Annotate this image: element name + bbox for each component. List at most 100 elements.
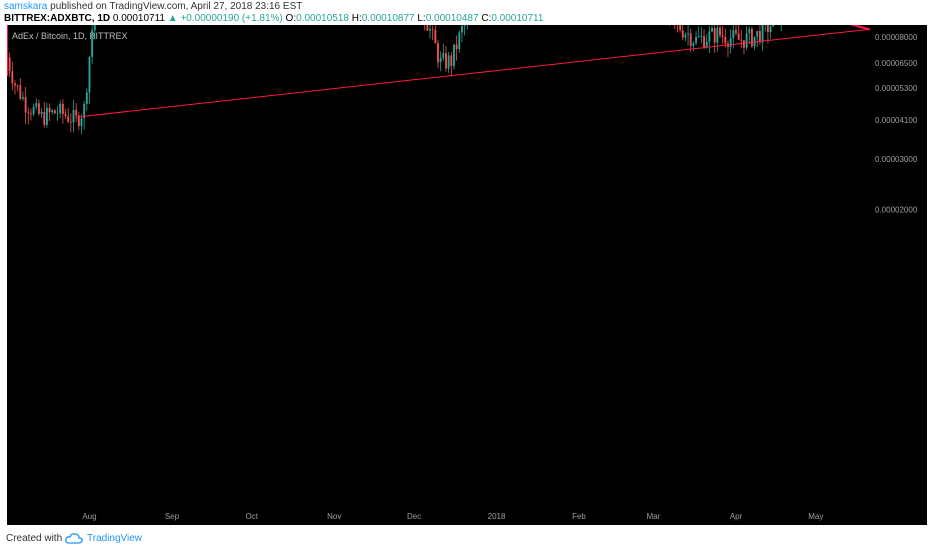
candle-body xyxy=(24,97,27,113)
candle-body xyxy=(22,97,24,99)
candle-body xyxy=(729,38,732,47)
x-tick-label: Nov xyxy=(327,512,341,521)
price-chart[interactable]: 0.000850000.000750000.000650000.00055000… xyxy=(7,25,927,525)
candle-body xyxy=(463,25,466,26)
x-tick-label: Sep xyxy=(165,512,180,521)
candle-body xyxy=(748,29,751,34)
high-value: 0.00010877 xyxy=(361,13,415,24)
candle-body xyxy=(695,36,697,43)
candle-body xyxy=(769,26,772,33)
candle-body xyxy=(758,31,761,43)
y-tick-label: 0.00006500 xyxy=(875,59,918,68)
candle-body xyxy=(766,25,769,33)
candle-body xyxy=(77,115,80,127)
candle-body xyxy=(458,32,461,50)
candle-body xyxy=(703,35,705,48)
close-label: C: xyxy=(481,13,492,24)
candle-body xyxy=(684,34,687,38)
publish-line: samskara published on TradingView.com, A… xyxy=(4,1,302,12)
y-tick-label: 0.00002000 xyxy=(875,206,918,215)
candle-body xyxy=(43,111,46,125)
candle-body xyxy=(16,85,19,87)
candle-body xyxy=(72,109,75,123)
low-label: L: xyxy=(417,13,426,24)
candle-body xyxy=(56,113,59,114)
candle-body xyxy=(83,103,86,119)
publish-info: published on TradingView.com, April 27, … xyxy=(50,1,303,12)
candle-body xyxy=(67,116,70,122)
candle-body xyxy=(40,111,43,114)
chart-title: AdEx / Bitcoin, 1D, BITTREX xyxy=(12,31,128,41)
candle-body xyxy=(735,30,737,34)
candle-body xyxy=(455,44,458,50)
candle-body xyxy=(8,57,11,72)
candle-body xyxy=(687,33,690,35)
candle-body xyxy=(35,103,38,107)
candle-body xyxy=(48,107,51,113)
candle-body xyxy=(442,53,445,58)
candle-body xyxy=(14,83,16,86)
x-tick-label: 2018 xyxy=(488,512,506,521)
tradingview-cloud-icon[interactable] xyxy=(65,532,83,544)
candle-body xyxy=(45,107,48,125)
y-tick-label: 0.00005300 xyxy=(875,84,918,93)
candle-body xyxy=(697,36,700,38)
x-tick-label: Aug xyxy=(82,512,96,521)
trendline-ascending xyxy=(75,28,870,118)
candle-body xyxy=(740,39,743,41)
last-price: 0.00010711 xyxy=(112,13,165,24)
x-tick-label: Apr xyxy=(730,512,743,521)
candle-body xyxy=(439,57,442,63)
candle-body xyxy=(447,55,450,69)
x-tick-label: Mar xyxy=(647,512,661,521)
candle-body xyxy=(426,25,429,31)
candle-body xyxy=(75,109,78,116)
low-value: 0.00010487 xyxy=(425,13,479,24)
candle-body xyxy=(743,40,745,48)
candle-body xyxy=(88,56,91,93)
candle-body xyxy=(37,103,40,114)
candle-body xyxy=(679,25,682,31)
candle-body xyxy=(91,30,94,57)
candle-body xyxy=(713,28,716,43)
candle-body xyxy=(751,29,753,47)
tradingview-brand[interactable]: TradingView xyxy=(87,533,143,544)
candle-body xyxy=(85,92,88,104)
chart-pane[interactable]: 0.000850000.000750000.000650000.00055000… xyxy=(7,25,927,525)
candle-body xyxy=(708,31,711,42)
candle-body xyxy=(437,43,439,63)
candle-body xyxy=(692,42,695,46)
author-link[interactable]: samskara xyxy=(4,1,48,12)
candle-body xyxy=(724,36,727,44)
candle-body xyxy=(32,106,35,115)
candle-body xyxy=(450,55,453,66)
candle-body xyxy=(719,27,721,36)
y-tick-label: 0.00008000 xyxy=(875,33,918,42)
candle-body xyxy=(732,30,735,39)
candle-body xyxy=(461,25,463,33)
high-label: H: xyxy=(351,13,362,24)
candle-body xyxy=(434,29,437,44)
footer: Created with TradingView xyxy=(0,528,932,550)
candle-body xyxy=(11,71,14,84)
trendline-descending xyxy=(849,25,871,31)
candle-body xyxy=(59,103,62,114)
candle-body xyxy=(761,25,764,43)
candle-body xyxy=(53,110,56,114)
candle-body xyxy=(445,53,447,69)
price-change: ▲ +0.00000190 (+1.81%) xyxy=(167,13,283,24)
y-tick-label: 0.00003000 xyxy=(875,155,918,164)
candle-body xyxy=(80,118,83,127)
candle-body xyxy=(756,31,759,37)
candle-body xyxy=(453,44,455,66)
candle-body xyxy=(700,35,703,37)
candle-body xyxy=(772,25,775,27)
candle-body xyxy=(737,33,740,40)
open-value: 0.00010518 xyxy=(296,13,349,24)
candle-body xyxy=(431,29,434,30)
candle-body xyxy=(716,27,719,43)
candle-body xyxy=(681,30,684,38)
x-tick-label: Dec xyxy=(407,512,421,521)
candle-body xyxy=(429,29,431,31)
symbol-label: BITTREX:ADXBTC, 1D xyxy=(4,13,111,24)
